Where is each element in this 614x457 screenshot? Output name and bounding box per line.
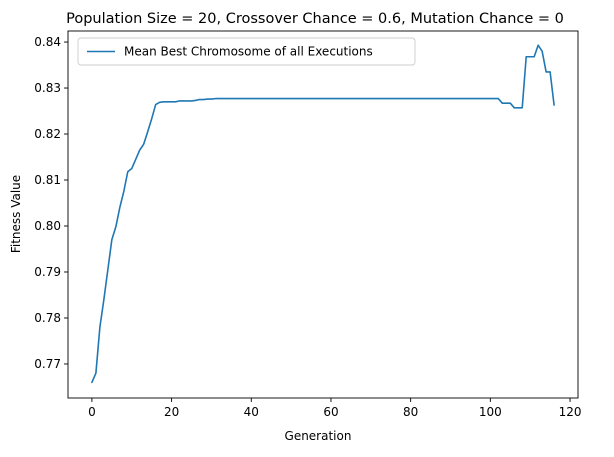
chart-title: Population Size = 20, Crossover Chance =… xyxy=(66,11,564,27)
y-tick-label: 0.83 xyxy=(34,81,61,95)
x-tick-label: 100 xyxy=(479,405,502,419)
legend-label: Mean Best Chromosome of all Executions xyxy=(124,45,373,59)
y-tick-label: 0.82 xyxy=(34,127,61,141)
y-tick-label: 0.81 xyxy=(34,173,61,187)
x-tick-label: 0 xyxy=(88,405,96,419)
x-tick-label: 120 xyxy=(559,405,582,419)
x-tick-label: 20 xyxy=(164,405,179,419)
legend-box xyxy=(77,37,416,66)
y-tick-label: 0.84 xyxy=(34,35,61,49)
y-tick-label: 0.78 xyxy=(34,311,61,325)
y-tick-label: 0.77 xyxy=(34,357,61,371)
x-tick-label: 60 xyxy=(323,405,338,419)
x-axis-label: Generation xyxy=(285,429,352,443)
plot-frame xyxy=(67,30,579,399)
y-axis-label: Fitness Value xyxy=(9,175,23,253)
y-tick-label: 0.79 xyxy=(34,265,61,279)
x-tick-label: 80 xyxy=(403,405,418,419)
series-line-0 xyxy=(91,44,555,384)
plot-area: 0 20 40 60 80 100 120 0.77 0.78 0.79 0.80 0.81 0.82 0… xyxy=(34,30,582,419)
y-tick-label: 0.80 xyxy=(34,219,61,233)
x-tick-label: 40 xyxy=(244,405,259,419)
